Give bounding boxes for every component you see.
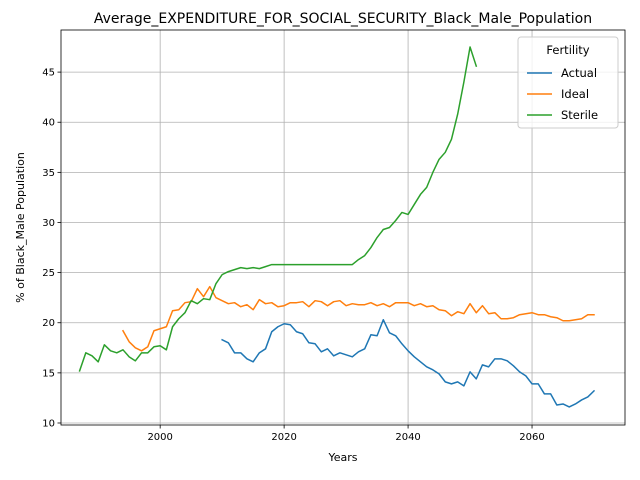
- x-axis-label: Years: [327, 451, 357, 464]
- y-tick-label: 25: [42, 268, 55, 279]
- series-lines: [78, 46, 596, 408]
- legend-box: [517, 36, 619, 129]
- x-axis: 2000 2020 2040 2060: [147, 425, 545, 443]
- legend-label-ideal: Ideal: [561, 87, 589, 101]
- y-tick-label: 20: [42, 318, 55, 329]
- chart-title: Average_EXPENDITURE_FOR_SOCIAL_SECURITY_…: [94, 11, 592, 27]
- legend: Fertility Actual Ideal Sterile: [517, 36, 619, 129]
- y-tick-label: 45: [42, 68, 55, 79]
- legend-label-actual: Actual: [561, 66, 597, 80]
- y-tick-label: 15: [42, 368, 55, 379]
- plot-frame: [60, 29, 626, 426]
- legend-title: Fertility: [546, 43, 589, 57]
- y-axis: 10 15 20 25 30 35 40 45: [42, 68, 61, 429]
- legend-items: Actual Ideal Sterile: [527, 66, 598, 122]
- series-line-sterile: [78, 46, 478, 372]
- x-tick-label: 2060: [519, 432, 544, 443]
- y-tick-label: 30: [42, 218, 55, 229]
- y-tick-label: 35: [42, 168, 55, 179]
- x-tick-label: 2020: [271, 432, 296, 443]
- series-line-actual: [221, 318, 596, 408]
- x-tick-label: 2040: [395, 432, 420, 443]
- y-tick-label: 10: [42, 418, 55, 429]
- x-tick-label: 2000: [147, 432, 172, 443]
- y-axis-label: % of Black_Male Population: [14, 152, 27, 303]
- legend-label-sterile: Sterile: [561, 108, 598, 122]
- series-line-ideal: [121, 285, 595, 352]
- y-tick-label: 40: [42, 118, 55, 129]
